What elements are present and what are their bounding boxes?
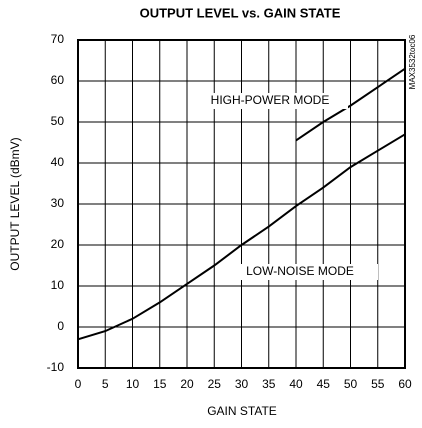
y-tick-label: 70	[51, 32, 65, 46]
x-tick-label: 15	[153, 377, 167, 391]
y-tick-label: 0	[57, 319, 64, 333]
y-tick-label: 30	[51, 196, 65, 210]
y-tick-label: -10	[47, 360, 65, 374]
y-tick-label: 40	[51, 155, 65, 169]
annotation: HIGH-POWER MODE	[211, 93, 330, 107]
x-axis-label: GAIN STATE	[207, 404, 277, 418]
x-tick-label: 55	[371, 377, 385, 391]
y-tick-label: 50	[51, 114, 65, 128]
x-tick-label: 25	[208, 377, 222, 391]
x-tick-label: 5	[102, 377, 109, 391]
y-tick-label: 10	[51, 278, 65, 292]
data-line	[295, 67, 406, 142]
x-tick-label: 50	[344, 377, 358, 391]
side-label: MAX3532toc06	[408, 34, 417, 89]
x-tick-label: 0	[75, 377, 82, 391]
annotation-bg	[222, 264, 378, 280]
x-tick-label: 60	[398, 377, 412, 391]
y-tick-label: 60	[51, 73, 65, 87]
y-axis-label: OUTPUT LEVEL (dBmV)	[8, 137, 22, 270]
x-tick-label: 40	[289, 377, 303, 391]
y-tick-label: 20	[51, 237, 65, 251]
annotation: LOW-NOISE MODE	[246, 264, 354, 278]
x-tick-label: 20	[180, 377, 194, 391]
x-tick-label: 30	[235, 377, 249, 391]
chart-title: OUTPUT LEVEL vs. GAIN STATE	[140, 5, 341, 20]
x-tick-label: 45	[317, 377, 331, 391]
plot-frame	[77, 39, 406, 369]
data-line	[77, 133, 406, 341]
annotation-bg	[192, 93, 348, 109]
x-tick-label: 35	[262, 377, 276, 391]
x-tick-label: 10	[126, 377, 140, 391]
